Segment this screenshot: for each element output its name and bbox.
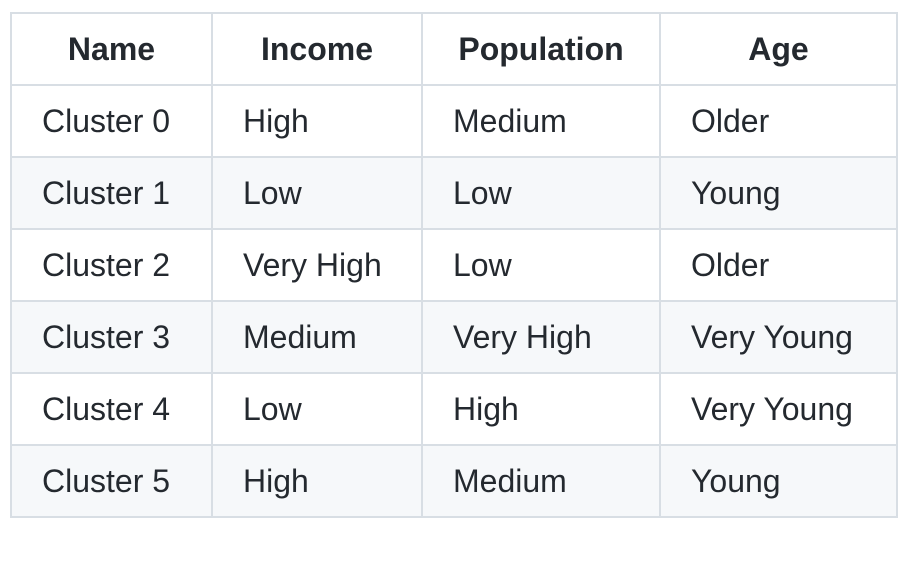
table-row: Cluster 5 High Medium Young (10, 444, 898, 518)
header-row: Name Income Population Age (10, 12, 898, 86)
cell-age: Older (659, 228, 898, 302)
header-cell-name: Name (10, 12, 213, 86)
cluster-table: Name Income Population Age Cluster 0 Hig… (10, 12, 898, 518)
cell-age: Young (659, 444, 898, 518)
cell-age: Very Young (659, 300, 898, 374)
cell-name: Cluster 4 (10, 372, 213, 446)
cell-population: Very High (421, 300, 661, 374)
cell-age: Older (659, 84, 898, 158)
cell-name: Cluster 0 (10, 84, 213, 158)
cell-name: Cluster 5 (10, 444, 213, 518)
cell-age: Very Young (659, 372, 898, 446)
cell-income: Low (211, 156, 423, 230)
table-row: Cluster 4 Low High Very Young (10, 372, 898, 446)
table-body: Cluster 0 High Medium Older Cluster 1 Lo… (10, 84, 898, 518)
table-row: Cluster 2 Very High Low Older (10, 228, 898, 302)
table-row: Cluster 3 Medium Very High Very Young (10, 300, 898, 374)
cell-income: Very High (211, 228, 423, 302)
cell-income: High (211, 444, 423, 518)
table-header: Name Income Population Age (10, 12, 898, 86)
cell-population: High (421, 372, 661, 446)
table-row: Cluster 1 Low Low Young (10, 156, 898, 230)
cell-name: Cluster 2 (10, 228, 213, 302)
table-container: Name Income Population Age Cluster 0 Hig… (10, 12, 898, 518)
cell-name: Cluster 3 (10, 300, 213, 374)
cell-population: Low (421, 156, 661, 230)
header-cell-income: Income (211, 12, 423, 86)
cell-population: Medium (421, 444, 661, 518)
cell-income: Low (211, 372, 423, 446)
cell-age: Young (659, 156, 898, 230)
cell-population: Low (421, 228, 661, 302)
header-cell-age: Age (659, 12, 898, 86)
cell-income: Medium (211, 300, 423, 374)
table-row: Cluster 0 High Medium Older (10, 84, 898, 158)
cell-income: High (211, 84, 423, 158)
cell-name: Cluster 1 (10, 156, 213, 230)
header-cell-population: Population (421, 12, 661, 86)
cell-population: Medium (421, 84, 661, 158)
